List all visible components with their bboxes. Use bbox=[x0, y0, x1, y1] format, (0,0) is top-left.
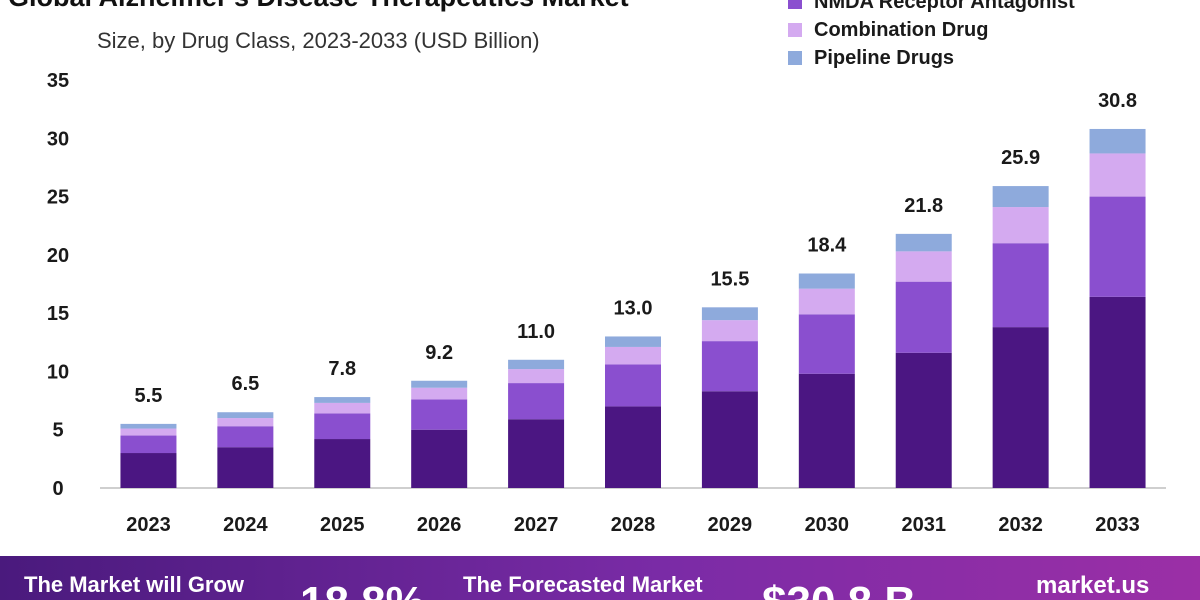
chart-title: Global Alzheimer's Disease Therapeutics … bbox=[8, 0, 629, 13]
x-tick-label: 2024 bbox=[223, 514, 268, 536]
bar-total-label: 5.5 bbox=[135, 385, 163, 407]
bar-total-label: 11.0 bbox=[517, 321, 555, 343]
bar-segment-3 bbox=[508, 369, 565, 384]
bar-segment-1 bbox=[605, 406, 661, 488]
bar-segment-4 bbox=[314, 397, 371, 403]
legend-label: Combination Drug bbox=[814, 18, 989, 41]
footer-forecast-value: $30.8 B bbox=[762, 578, 916, 600]
bar-segment-3 bbox=[1089, 153, 1146, 197]
y-tick-label: 0 bbox=[52, 478, 63, 500]
y-tick-label: 35 bbox=[47, 70, 69, 92]
brand-logo: market.us bbox=[1036, 572, 1150, 599]
y-tick-label: 5 bbox=[52, 420, 63, 442]
bar-segment-2 bbox=[314, 413, 371, 440]
bar-total-label: 21.8 bbox=[904, 195, 943, 217]
bar-segment-4 bbox=[120, 423, 177, 429]
bar-segment-2 bbox=[411, 399, 468, 430]
bar-segment-1 bbox=[1089, 296, 1146, 488]
chart-subtitle: Size, by Drug Class, 2023-2033 (USD Bill… bbox=[97, 28, 540, 53]
y-tick-label: 20 bbox=[47, 245, 69, 267]
bar-segment-4 bbox=[217, 412, 274, 419]
x-tick-label: 2029 bbox=[708, 514, 753, 536]
bar-segment-1 bbox=[217, 447, 274, 488]
bar-segment-3 bbox=[120, 428, 177, 436]
bar-segment-3 bbox=[798, 288, 855, 315]
bar-segment-2 bbox=[798, 314, 855, 374]
bar-total-label: 13.0 bbox=[614, 297, 653, 319]
bar-segment-4 bbox=[701, 307, 758, 321]
bar-segment-2 bbox=[1089, 196, 1146, 297]
bar-segment-1 bbox=[895, 352, 952, 488]
footer-cagr-value: 18.8% bbox=[300, 578, 425, 600]
bar-segment-3 bbox=[701, 320, 758, 342]
bar-segment-2 bbox=[701, 341, 758, 392]
bar-segment-2 bbox=[992, 243, 1049, 328]
bar-segment-1 bbox=[314, 439, 371, 488]
bar-segment-4 bbox=[411, 380, 468, 388]
legend-swatch bbox=[788, 0, 802, 9]
footer-forecast-label: The Forecasted Market bbox=[463, 572, 703, 597]
bar-segment-2 bbox=[508, 383, 565, 420]
y-tick-label: 10 bbox=[47, 361, 69, 383]
bar-total-label: 18.4 bbox=[807, 235, 847, 257]
footer-banner: The Market will Grow 18.8% The Forecaste… bbox=[0, 556, 1200, 600]
bar-segment-3 bbox=[605, 346, 661, 365]
bar-segment-3 bbox=[314, 402, 371, 414]
bar-segment-1 bbox=[411, 429, 468, 488]
legend-swatch bbox=[788, 51, 802, 65]
bar-segment-4 bbox=[508, 359, 565, 370]
legend-label: Pipeline Drugs bbox=[814, 46, 955, 69]
bar-segment-4 bbox=[1089, 128, 1146, 154]
bar-segment-1 bbox=[701, 391, 758, 488]
bar-segment-3 bbox=[895, 251, 952, 282]
bar-segment-3 bbox=[411, 387, 468, 400]
x-tick-label: 2028 bbox=[611, 514, 656, 536]
x-tick-label: 2033 bbox=[1095, 514, 1140, 536]
bar-segment-4 bbox=[895, 233, 952, 252]
bar-segment-1 bbox=[992, 327, 1049, 488]
x-tick-label: 2025 bbox=[320, 514, 365, 536]
x-tick-label: 2026 bbox=[417, 514, 462, 536]
bar-segment-4 bbox=[798, 273, 855, 289]
bar-segment-2 bbox=[217, 426, 274, 448]
bar-segment-4 bbox=[992, 186, 1049, 208]
x-tick-label: 2032 bbox=[998, 514, 1043, 536]
bar-total-label: 15.5 bbox=[710, 268, 749, 290]
legend-item-pipeline: Pipeline Drugs bbox=[788, 44, 1075, 72]
bar-total-label: 7.8 bbox=[328, 358, 356, 380]
x-tick-label: 2027 bbox=[514, 514, 559, 536]
y-tick-label: 15 bbox=[47, 303, 69, 325]
legend-item-combination: Combination Drug bbox=[788, 16, 1075, 44]
bar-total-label: 25.9 bbox=[1001, 147, 1040, 169]
x-tick-label: 2031 bbox=[901, 514, 946, 536]
bar-segment-1 bbox=[120, 453, 177, 488]
bar-segment-2 bbox=[120, 435, 177, 454]
bar-segment-1 bbox=[508, 419, 565, 488]
bar-segment-2 bbox=[895, 281, 952, 353]
legend: NMDA Receptor Antagonist Combination Dru… bbox=[788, 0, 1075, 72]
bar-total-label: 6.5 bbox=[231, 373, 259, 395]
legend-swatch bbox=[788, 23, 802, 37]
y-tick-label: 25 bbox=[47, 187, 69, 209]
bar-segment-3 bbox=[992, 207, 1049, 244]
y-tick-label: 30 bbox=[47, 128, 69, 150]
bar-segment-2 bbox=[605, 364, 661, 407]
x-tick-label: 2030 bbox=[805, 514, 850, 536]
x-tick-label: 2023 bbox=[126, 514, 171, 536]
bar-segment-3 bbox=[217, 418, 274, 427]
bar-segment-1 bbox=[798, 373, 855, 488]
footer-grow-label: The Market will Grow bbox=[24, 572, 245, 597]
bar-total-label: 30.8 bbox=[1098, 90, 1137, 112]
legend-label: NMDA Receptor Antagonist bbox=[814, 0, 1075, 13]
bar-segment-4 bbox=[605, 336, 661, 347]
legend-item-nmda: NMDA Receptor Antagonist bbox=[788, 0, 1075, 16]
bar-total-label: 9.2 bbox=[425, 342, 453, 364]
stacked-bar-chart: 051015202530355.520236.520247.820259.220… bbox=[47, 70, 1166, 536]
